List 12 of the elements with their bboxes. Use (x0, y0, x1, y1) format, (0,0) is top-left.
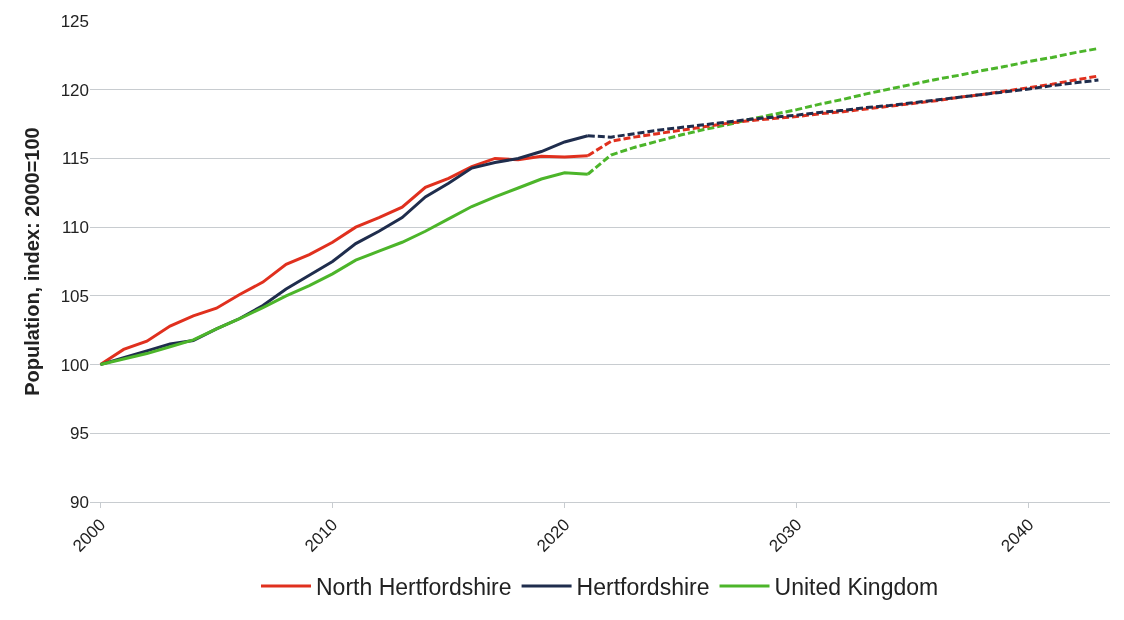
y-tick-label: 100 (60, 355, 89, 375)
legend-label: North Hertfordshire (316, 573, 512, 600)
y-tick-label: 115 (61, 149, 89, 169)
legend-label: Hertfordshire (576, 573, 710, 600)
legend-label: United Kingdom (774, 573, 939, 600)
y-tick-label: 95 (70, 424, 89, 444)
y-tick-label: 120 (60, 80, 89, 100)
y-tick-label: 105 (60, 286, 89, 306)
y-tick-label: 90 (70, 492, 89, 512)
y-tick-label: 125 (60, 11, 89, 31)
y-tick-label: 110 (61, 218, 89, 238)
y-axis-title: Population, index: 2000=100 (21, 127, 44, 396)
